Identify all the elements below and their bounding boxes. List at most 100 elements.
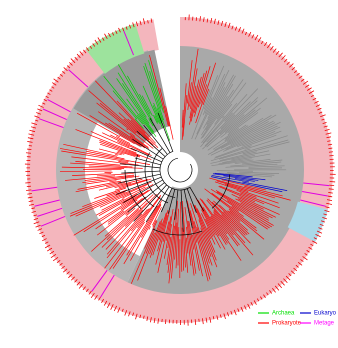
leaf-tick bbox=[260, 296, 263, 300]
branch bbox=[167, 224, 172, 249]
branch bbox=[213, 212, 240, 246]
branch bbox=[241, 130, 282, 147]
leaf-tick bbox=[70, 58, 76, 64]
leaf-tick bbox=[295, 264, 299, 268]
branch bbox=[202, 97, 259, 150]
leaf-tick bbox=[247, 303, 251, 309]
branch bbox=[138, 113, 157, 137]
leaf-tick bbox=[213, 18, 216, 25]
leaf-tick bbox=[157, 318, 160, 324]
leaf-tick bbox=[313, 237, 318, 240]
branch bbox=[213, 200, 250, 235]
leaf-tick bbox=[74, 279, 78, 283]
leaf-tick bbox=[108, 32, 111, 38]
branch bbox=[219, 185, 265, 205]
leaf-tick bbox=[113, 305, 117, 312]
branch bbox=[112, 221, 145, 269]
leaf-tick bbox=[101, 298, 104, 303]
branch bbox=[236, 131, 276, 148]
branch bbox=[196, 73, 226, 135]
leaf-tick bbox=[220, 20, 224, 26]
branch bbox=[127, 118, 150, 141]
leaf-tick bbox=[306, 87, 312, 91]
branch bbox=[214, 181, 279, 204]
internal-branch bbox=[121, 170, 161, 174]
branch bbox=[204, 97, 213, 114]
leaf-tick bbox=[315, 104, 321, 107]
branch bbox=[202, 65, 225, 116]
branch bbox=[129, 132, 136, 137]
leaf-tick bbox=[290, 270, 295, 275]
branch bbox=[167, 211, 176, 273]
branch bbox=[215, 134, 277, 158]
branch bbox=[220, 109, 256, 138]
leaf-tick bbox=[243, 305, 247, 310]
branch bbox=[61, 166, 125, 169]
branch bbox=[149, 218, 163, 255]
branch bbox=[196, 208, 212, 240]
branch bbox=[187, 82, 192, 110]
branch bbox=[88, 90, 141, 136]
branch bbox=[184, 207, 195, 276]
leaf-tick bbox=[312, 240, 318, 244]
branch bbox=[117, 150, 136, 157]
leaf-tick bbox=[146, 316, 149, 321]
branch bbox=[242, 181, 288, 191]
branch bbox=[141, 203, 161, 238]
leaf-tick bbox=[39, 231, 44, 235]
leaf-tick bbox=[319, 223, 324, 227]
branch bbox=[63, 143, 118, 157]
branch bbox=[195, 62, 217, 124]
leaf-tick bbox=[153, 317, 156, 323]
branch bbox=[118, 112, 154, 146]
branch bbox=[182, 95, 188, 137]
leaf-tick bbox=[27, 137, 34, 140]
leaf-tick bbox=[49, 89, 53, 92]
branch bbox=[70, 191, 126, 214]
branch bbox=[197, 199, 220, 237]
branch bbox=[202, 88, 210, 106]
leaf-tick bbox=[308, 90, 315, 94]
branch bbox=[201, 213, 214, 237]
branch bbox=[105, 209, 143, 250]
leaf-tick bbox=[27, 141, 33, 143]
leaf-tick bbox=[217, 20, 220, 25]
leaf-tick bbox=[283, 278, 288, 283]
internal-branch bbox=[130, 147, 162, 163]
branch bbox=[234, 159, 271, 164]
branch bbox=[76, 112, 120, 138]
branch bbox=[219, 100, 258, 135]
leaf-tick bbox=[132, 312, 135, 317]
branch bbox=[223, 126, 281, 152]
branch bbox=[171, 200, 178, 279]
internal-branch bbox=[145, 186, 170, 223]
branch bbox=[208, 82, 226, 116]
internal-branch bbox=[136, 130, 166, 157]
branch bbox=[157, 221, 170, 273]
branch bbox=[181, 109, 184, 128]
leaf-tick bbox=[129, 24, 132, 29]
leaf-tick bbox=[33, 221, 40, 225]
leaf-tick bbox=[254, 34, 259, 41]
leaf-tick bbox=[203, 17, 205, 22]
leaf-tick bbox=[66, 271, 70, 275]
leaf-tick bbox=[150, 317, 152, 323]
branch bbox=[104, 216, 128, 237]
branch bbox=[231, 194, 264, 210]
leaf-tick bbox=[223, 313, 226, 319]
leaf-tick bbox=[103, 300, 108, 306]
leaf-tick bbox=[31, 122, 38, 126]
leaf-tick bbox=[326, 202, 333, 205]
ring-mark bbox=[42, 108, 67, 121]
branch bbox=[189, 79, 200, 125]
legend-label: Metage bbox=[314, 321, 335, 327]
branch bbox=[189, 48, 199, 107]
branch bbox=[158, 209, 169, 241]
leaf-tick bbox=[321, 118, 325, 121]
branch bbox=[218, 139, 289, 160]
leaf-tick bbox=[328, 188, 334, 190]
leaf-tick bbox=[322, 122, 327, 125]
leaf-tick bbox=[300, 259, 304, 262]
leaf-tick bbox=[281, 55, 286, 60]
